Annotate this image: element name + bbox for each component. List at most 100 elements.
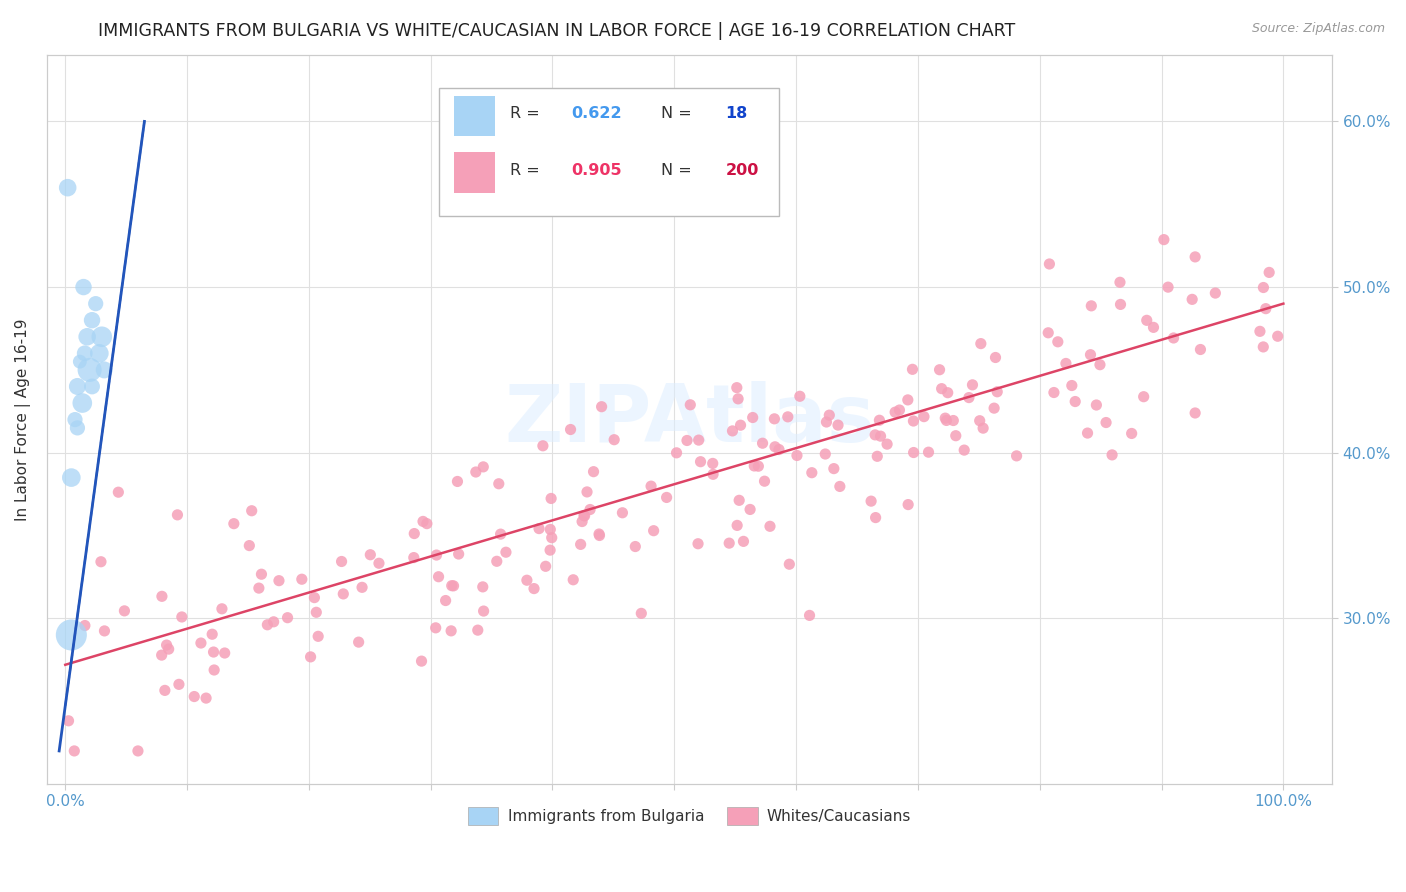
Point <box>936 385 959 400</box>
Point <box>1080 299 1102 313</box>
Point <box>84 296 107 310</box>
Point <box>934 411 956 425</box>
Point <box>538 543 561 558</box>
Point <box>789 389 811 403</box>
Point <box>688 433 710 447</box>
Point <box>562 573 585 587</box>
Point <box>962 377 984 392</box>
Point <box>1253 280 1275 294</box>
Point <box>211 602 233 616</box>
Point <box>368 556 391 570</box>
Point <box>330 554 353 568</box>
Point <box>447 547 470 561</box>
Point <box>815 415 838 429</box>
Point <box>579 502 602 516</box>
Point <box>738 502 761 516</box>
Point <box>972 421 994 435</box>
Point <box>1005 449 1028 463</box>
Point <box>531 439 554 453</box>
Point <box>488 476 510 491</box>
Point <box>1076 426 1098 441</box>
Point <box>1142 320 1164 334</box>
Text: 0.905: 0.905 <box>571 163 621 178</box>
Point <box>1088 358 1111 372</box>
Point <box>540 491 562 506</box>
Point <box>1085 398 1108 412</box>
Point <box>263 615 285 629</box>
Point <box>1132 390 1154 404</box>
Point <box>560 423 582 437</box>
Point <box>884 405 907 419</box>
Point <box>516 573 538 587</box>
Point <box>72 396 94 410</box>
Point <box>76 330 98 344</box>
Point <box>640 479 662 493</box>
Point <box>588 527 610 541</box>
FancyBboxPatch shape <box>454 153 495 193</box>
Point <box>676 434 699 448</box>
Point <box>1038 326 1060 340</box>
Point <box>73 618 96 632</box>
Point <box>1080 348 1102 362</box>
Point <box>538 523 561 537</box>
Point <box>90 330 112 344</box>
Point <box>747 459 769 474</box>
Point <box>1043 385 1066 400</box>
Text: 200: 200 <box>725 163 759 178</box>
Point <box>718 536 741 550</box>
Point <box>190 636 212 650</box>
Text: ZIPAtlas: ZIPAtlas <box>505 381 875 458</box>
Point <box>523 582 546 596</box>
Point <box>1267 329 1289 343</box>
Point <box>170 610 193 624</box>
Point <box>686 537 709 551</box>
Point <box>240 504 263 518</box>
Point <box>527 522 550 536</box>
Point <box>800 466 823 480</box>
Point <box>127 744 149 758</box>
Point <box>238 539 260 553</box>
Point <box>256 617 278 632</box>
Point <box>150 590 173 604</box>
Point <box>347 635 370 649</box>
Point <box>725 381 748 395</box>
Point <box>304 591 326 605</box>
Point <box>202 645 225 659</box>
Point <box>277 610 299 624</box>
Point <box>80 379 103 393</box>
Point <box>58 714 80 728</box>
Point <box>689 455 711 469</box>
Point <box>1181 293 1204 307</box>
Point <box>827 418 849 433</box>
Point <box>945 428 967 442</box>
Point <box>112 604 135 618</box>
Point <box>643 524 665 538</box>
Point <box>742 458 765 473</box>
Point <box>1153 233 1175 247</box>
Point <box>1109 275 1132 289</box>
Text: R =: R = <box>509 106 544 121</box>
Point <box>183 690 205 704</box>
Point <box>733 534 755 549</box>
Point <box>155 638 177 652</box>
Point <box>763 412 786 426</box>
Point <box>603 433 626 447</box>
Point <box>828 479 851 493</box>
Point <box>865 510 887 524</box>
Point <box>299 649 322 664</box>
Text: R =: R = <box>509 163 544 178</box>
Point <box>582 465 605 479</box>
Point <box>730 418 752 433</box>
Point <box>665 446 688 460</box>
Point <box>1157 280 1180 294</box>
Point <box>928 363 950 377</box>
Point <box>1184 406 1206 420</box>
Point <box>440 624 463 638</box>
Text: 18: 18 <box>725 106 748 121</box>
Point <box>572 508 595 523</box>
Point <box>66 379 89 393</box>
Point <box>763 440 786 454</box>
Point <box>776 409 799 424</box>
Point <box>786 449 808 463</box>
Point <box>307 629 329 643</box>
